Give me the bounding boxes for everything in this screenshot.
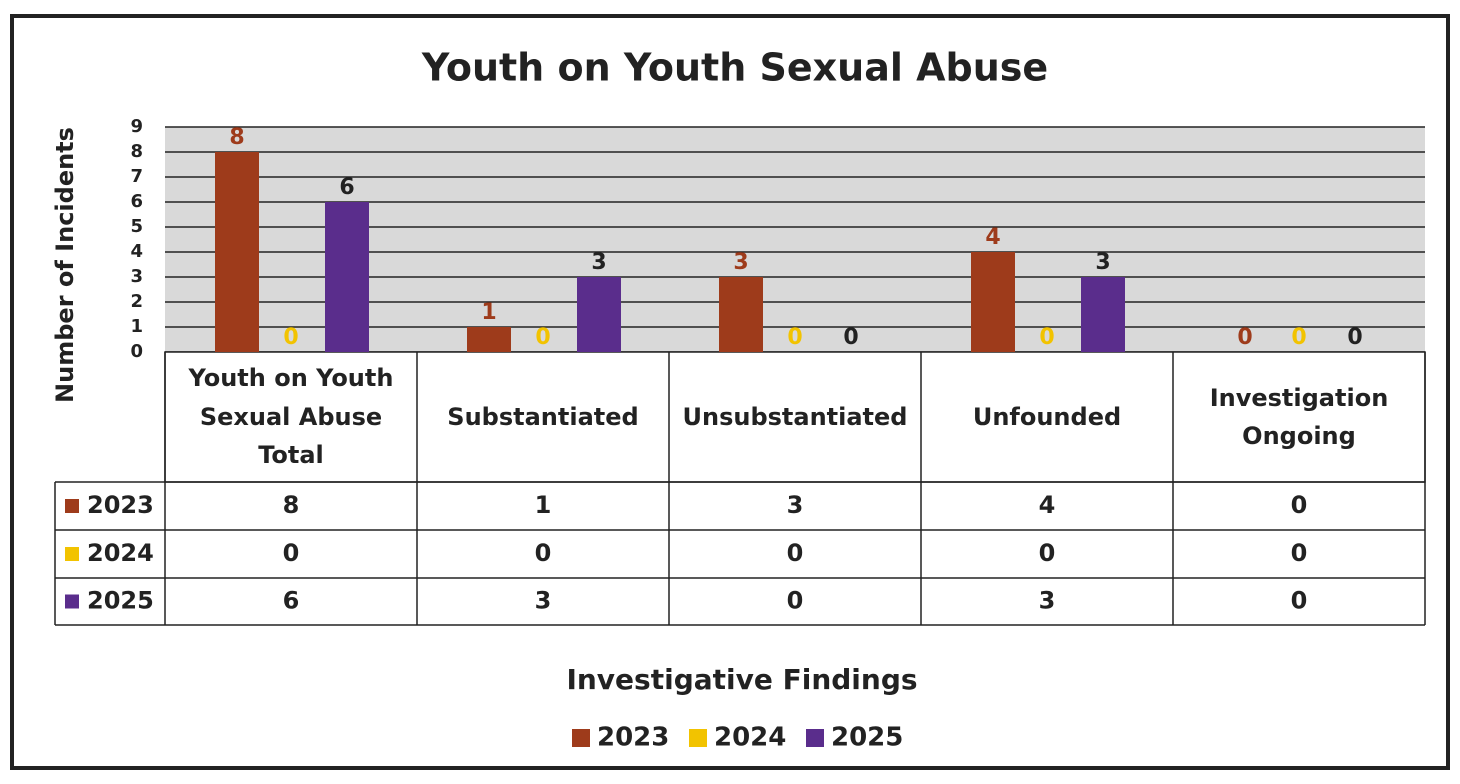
y-tick-label: 9 <box>130 116 143 137</box>
data-label: 0 <box>787 325 802 350</box>
y-axis-title: Number of Incidents <box>51 127 79 403</box>
data-label: 0 <box>843 325 858 350</box>
legend-label: 2025 <box>87 587 154 615</box>
plot-area <box>165 127 1425 352</box>
bar <box>467 327 511 352</box>
data-label: 3 <box>591 250 606 275</box>
bar <box>1081 277 1125 352</box>
x-axis-title: Investigative Findings <box>566 663 917 696</box>
table-cell: 4 <box>1039 491 1056 519</box>
table-cell: 8 <box>283 491 300 519</box>
data-label: 3 <box>733 250 748 275</box>
legend-key <box>65 547 79 561</box>
legend-label: 2023 <box>87 491 154 519</box>
category-cell: Substantiated <box>447 402 639 431</box>
bar <box>325 202 369 352</box>
table-cell: 3 <box>1039 587 1056 615</box>
data-label: 0 <box>535 325 550 350</box>
bar <box>215 152 259 352</box>
data-label: 0 <box>1237 325 1252 350</box>
category-cell: Youth on Youth Sexual Abuse Total <box>188 364 394 470</box>
x-tick-label: Investigation Ongoing <box>1209 383 1389 450</box>
y-tick-label: 3 <box>130 266 143 287</box>
category-cell: Investigation Ongoing <box>1209 383 1389 450</box>
table-cell: 0 <box>535 539 552 567</box>
data-label: 8 <box>229 125 244 150</box>
table-cell: 0 <box>1291 491 1308 519</box>
y-tick-label: 7 <box>130 166 143 187</box>
y-tick-label: 5 <box>130 216 143 237</box>
table-cell: 3 <box>787 491 804 519</box>
legend-label: 2024 <box>714 723 786 753</box>
data-label: 6 <box>339 175 354 200</box>
x-tick-label: Substantiated <box>447 402 639 431</box>
category-cell: Unsubstantiated <box>682 402 908 431</box>
legend-key <box>689 729 707 747</box>
table-cell: 6 <box>283 587 300 615</box>
y-tick-label: 8 <box>130 141 143 162</box>
table-cell: 0 <box>1291 587 1308 615</box>
table-cell: 0 <box>1291 539 1308 567</box>
legend-label: 2023 <box>597 723 669 753</box>
data-label: 4 <box>985 225 1000 250</box>
y-tick-label: 6 <box>130 191 143 212</box>
table-header-bg <box>164 351 1426 483</box>
y-tick-label: 4 <box>130 241 143 262</box>
y-tick-label: 2 <box>130 291 143 312</box>
data-label: 0 <box>1291 325 1306 350</box>
table-cell: 0 <box>283 539 300 567</box>
legend-label: 2024 <box>87 539 154 567</box>
y-tick-label: 1 <box>130 316 143 337</box>
legend-key <box>65 499 79 513</box>
legend-key <box>806 729 824 747</box>
data-label: 1 <box>481 300 496 325</box>
table-cell: 1 <box>535 491 552 519</box>
legend-key <box>65 594 79 609</box>
x-tick-label: Unfounded <box>972 402 1122 431</box>
x-tick-label: Youth on Youth Sexual Abuse Total <box>188 364 394 470</box>
category-cell: Unfounded <box>972 402 1122 431</box>
x-tick-label: Unsubstantiated <box>682 402 908 431</box>
bar <box>971 252 1015 352</box>
data-label: 0 <box>1347 325 1362 350</box>
data-label: 0 <box>283 325 298 350</box>
data-label: 3 <box>1095 250 1110 275</box>
table-cell: 0 <box>1039 539 1056 567</box>
bar <box>719 277 763 352</box>
table-cell: 3 <box>535 587 552 615</box>
y-tick-label: 0 <box>130 341 143 362</box>
chart-title: Youth on Youth Sexual Abuse <box>421 46 1048 90</box>
legend-label: 2025 <box>831 723 903 753</box>
table-cell: 0 <box>787 539 804 567</box>
bar <box>577 277 621 352</box>
legend-key <box>572 729 590 747</box>
table-cell: 0 <box>787 587 804 615</box>
data-label: 0 <box>1039 325 1054 350</box>
